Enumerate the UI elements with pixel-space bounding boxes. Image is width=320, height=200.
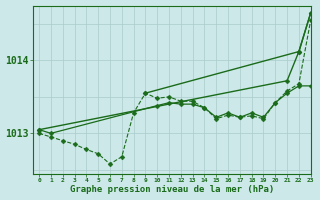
X-axis label: Graphe pression niveau de la mer (hPa): Graphe pression niveau de la mer (hPa) bbox=[70, 185, 274, 194]
